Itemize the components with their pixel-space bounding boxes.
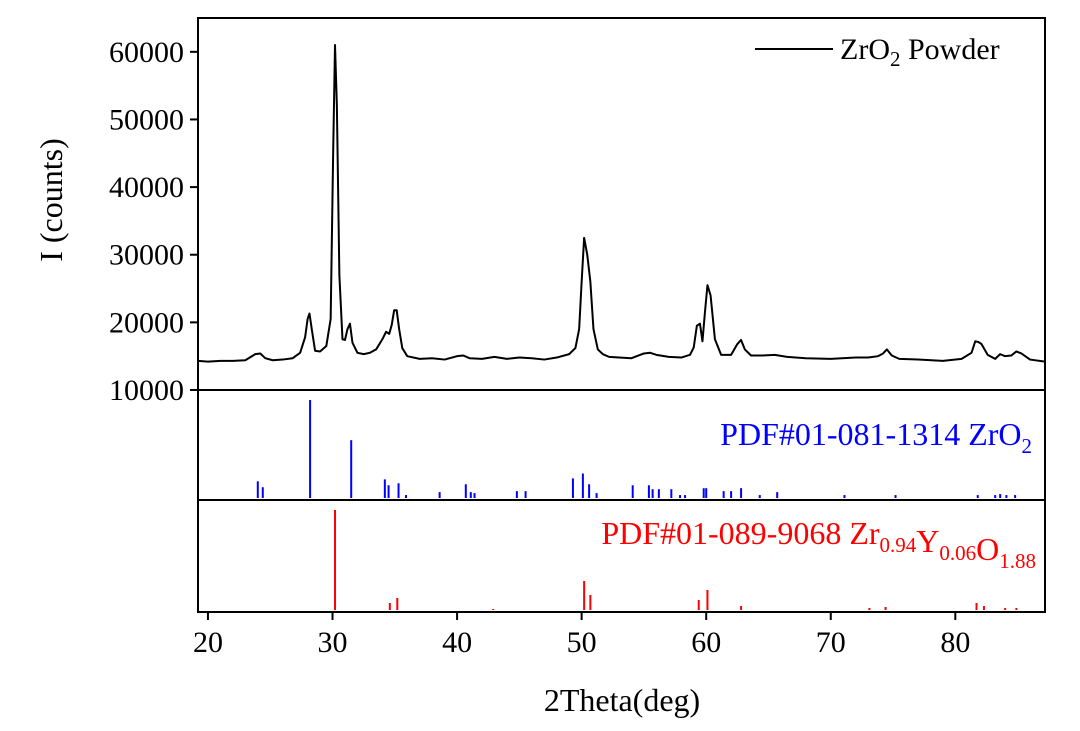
x-tick-label: 70 [816,626,846,659]
legend-label: ZrO2 Powder [840,33,1000,71]
x-tick-label: 20 [193,626,223,659]
y-tick-label: 30000 [109,239,184,272]
panel-bottom-reference-zr-y-o [197,499,1046,613]
y-axis-title: I (counts) [33,138,69,262]
panel-top-intensity: 10000 20000 30000 40000 50000 60000 [109,17,1046,407]
y-tick-label: 10000 [109,374,184,407]
legend: ZrO2 Powder [755,33,1000,71]
y-tick-label: 60000 [109,36,184,69]
y-tick-label: 20000 [109,306,184,339]
reference-label-zr-y-o: PDF#01-089-9068 Zr0.94Y0.06O1.88 [601,515,1036,573]
panel-frame [197,499,1046,613]
panel-frame [197,17,1046,391]
x-tick-label: 80 [940,626,970,659]
panel-middle-reference-zro2 [197,389,1046,501]
x-tick-label: 40 [442,626,472,659]
x-tick-label: 60 [691,626,721,659]
y-tick-label: 40000 [109,171,184,204]
x-axis: 20 30 40 50 60 70 80 [193,612,970,659]
series-line-zro2-powder [197,44,1046,363]
y-tick-label: 50000 [109,103,184,136]
x-tick-label: 50 [567,626,597,659]
x-axis-title: 2Theta(deg) [544,682,700,718]
reference-label-zro2: PDF#01-081-1314 ZrO2 [720,416,1032,458]
x-tick-label: 30 [318,626,348,659]
